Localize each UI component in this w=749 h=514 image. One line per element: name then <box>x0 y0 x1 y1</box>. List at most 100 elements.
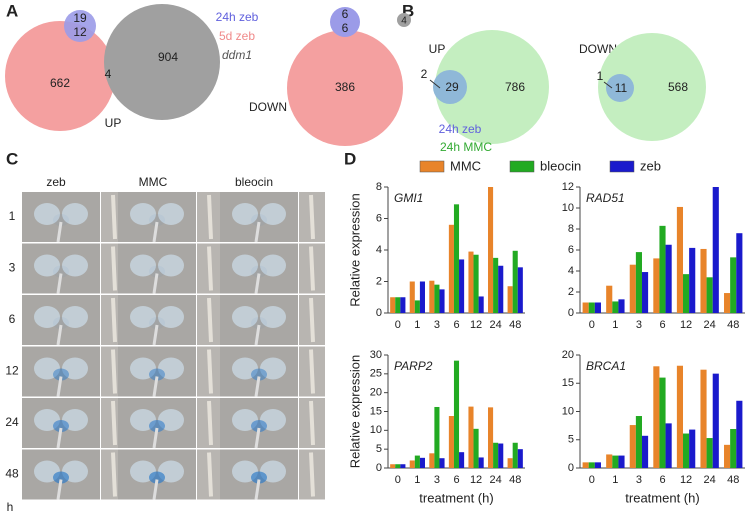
hypocotyl <box>152 324 159 346</box>
legend-text: 5d zeb <box>219 29 255 43</box>
x-tick-label: 6 <box>453 319 459 331</box>
bar <box>390 297 396 313</box>
y-tick-label: 12 <box>562 181 574 193</box>
venn-count: 4 <box>401 16 407 27</box>
y-tick-label: 2 <box>376 275 382 287</box>
venn-count: 6 <box>342 7 349 21</box>
bar <box>676 206 684 313</box>
cotyledon <box>158 306 184 328</box>
hypocotyl <box>56 479 63 500</box>
x-tick-label: 24 <box>490 474 502 486</box>
root <box>207 297 213 343</box>
y-tick-label: 20 <box>370 387 382 399</box>
venn-count: 19 <box>73 11 87 25</box>
y-tick-label: 0 <box>568 307 574 319</box>
y-tick-label: 0 <box>568 462 574 474</box>
x-tick-label: 48 <box>727 474 739 486</box>
hypocotyl <box>56 221 63 243</box>
hypocotyl <box>56 273 63 294</box>
root <box>309 452 315 497</box>
unit-label: h <box>7 500 14 514</box>
root <box>309 349 315 394</box>
venn-count: 6 <box>342 21 349 35</box>
cotyledon <box>130 306 156 328</box>
bar <box>724 444 731 468</box>
y-tick-label: 25 <box>370 368 382 380</box>
bar <box>512 250 518 313</box>
venn-label: DOWN <box>579 42 617 56</box>
leader-line <box>429 79 441 89</box>
bar <box>712 373 719 468</box>
root <box>111 297 117 343</box>
venn-label: UP <box>429 42 446 56</box>
venn-circle <box>287 30 403 146</box>
bar <box>478 457 484 468</box>
venn-circle <box>433 70 467 104</box>
y-tick-label: 15 <box>562 377 574 389</box>
hypocotyl <box>254 273 261 294</box>
venn-circle <box>598 33 706 141</box>
bar <box>434 284 440 313</box>
hypocotyl <box>254 376 261 397</box>
x-tick-label: 24 <box>704 474 716 486</box>
bar <box>736 233 743 313</box>
staining <box>53 471 69 484</box>
hypocotyl <box>56 376 63 397</box>
x-tick-label: 0 <box>395 474 401 486</box>
staining <box>53 420 69 432</box>
x-tick-label: 3 <box>434 319 440 331</box>
row-label: 6 <box>9 312 16 326</box>
venn-circle <box>435 30 549 144</box>
bar <box>414 455 420 468</box>
column-label: bleocin <box>235 175 273 189</box>
y-tick-label: 8 <box>376 181 382 193</box>
cotyledon <box>260 203 286 225</box>
x-tick-label: 0 <box>589 319 595 331</box>
staining <box>149 420 165 432</box>
staining <box>53 368 69 381</box>
bar <box>582 302 589 313</box>
bar <box>429 453 435 468</box>
row-label: 48 <box>5 467 19 481</box>
bar <box>676 365 684 468</box>
root <box>111 349 117 394</box>
venn-count: 11 <box>615 81 628 95</box>
bar <box>507 286 513 313</box>
legend-swatch <box>609 160 635 173</box>
bar <box>612 455 619 468</box>
hypocotyl <box>152 376 159 397</box>
bar <box>498 443 504 468</box>
x-axis-label: treatment (h) <box>625 490 699 505</box>
cotyledon <box>158 254 184 277</box>
venn-circle <box>104 4 220 120</box>
root <box>207 194 213 240</box>
bar <box>400 297 406 313</box>
bar <box>618 299 625 313</box>
y-tick-label: 0 <box>376 307 382 319</box>
x-tick-label: 12 <box>680 319 692 331</box>
x-tick-label: 6 <box>453 474 459 486</box>
staining <box>53 265 69 278</box>
bar <box>618 455 625 468</box>
bar <box>700 369 707 468</box>
legend-text: 24h MMC <box>440 140 492 154</box>
x-tick-label: 3 <box>636 319 642 331</box>
venn-count: 786 <box>505 80 525 94</box>
root <box>111 452 117 497</box>
cotyledon <box>34 254 60 277</box>
bar <box>468 406 474 468</box>
bar <box>390 464 396 468</box>
cotyledon <box>62 306 88 328</box>
bar <box>493 442 499 468</box>
venn-count: 662 <box>50 76 70 90</box>
staining <box>251 420 267 432</box>
bar <box>419 457 425 468</box>
bar <box>712 187 719 313</box>
bar <box>736 400 743 468</box>
root <box>309 246 315 291</box>
row-label: 24 <box>5 415 19 429</box>
cotyledon <box>130 357 156 380</box>
x-tick-label: 3 <box>434 474 440 486</box>
bar <box>700 248 707 313</box>
bar <box>395 297 401 313</box>
